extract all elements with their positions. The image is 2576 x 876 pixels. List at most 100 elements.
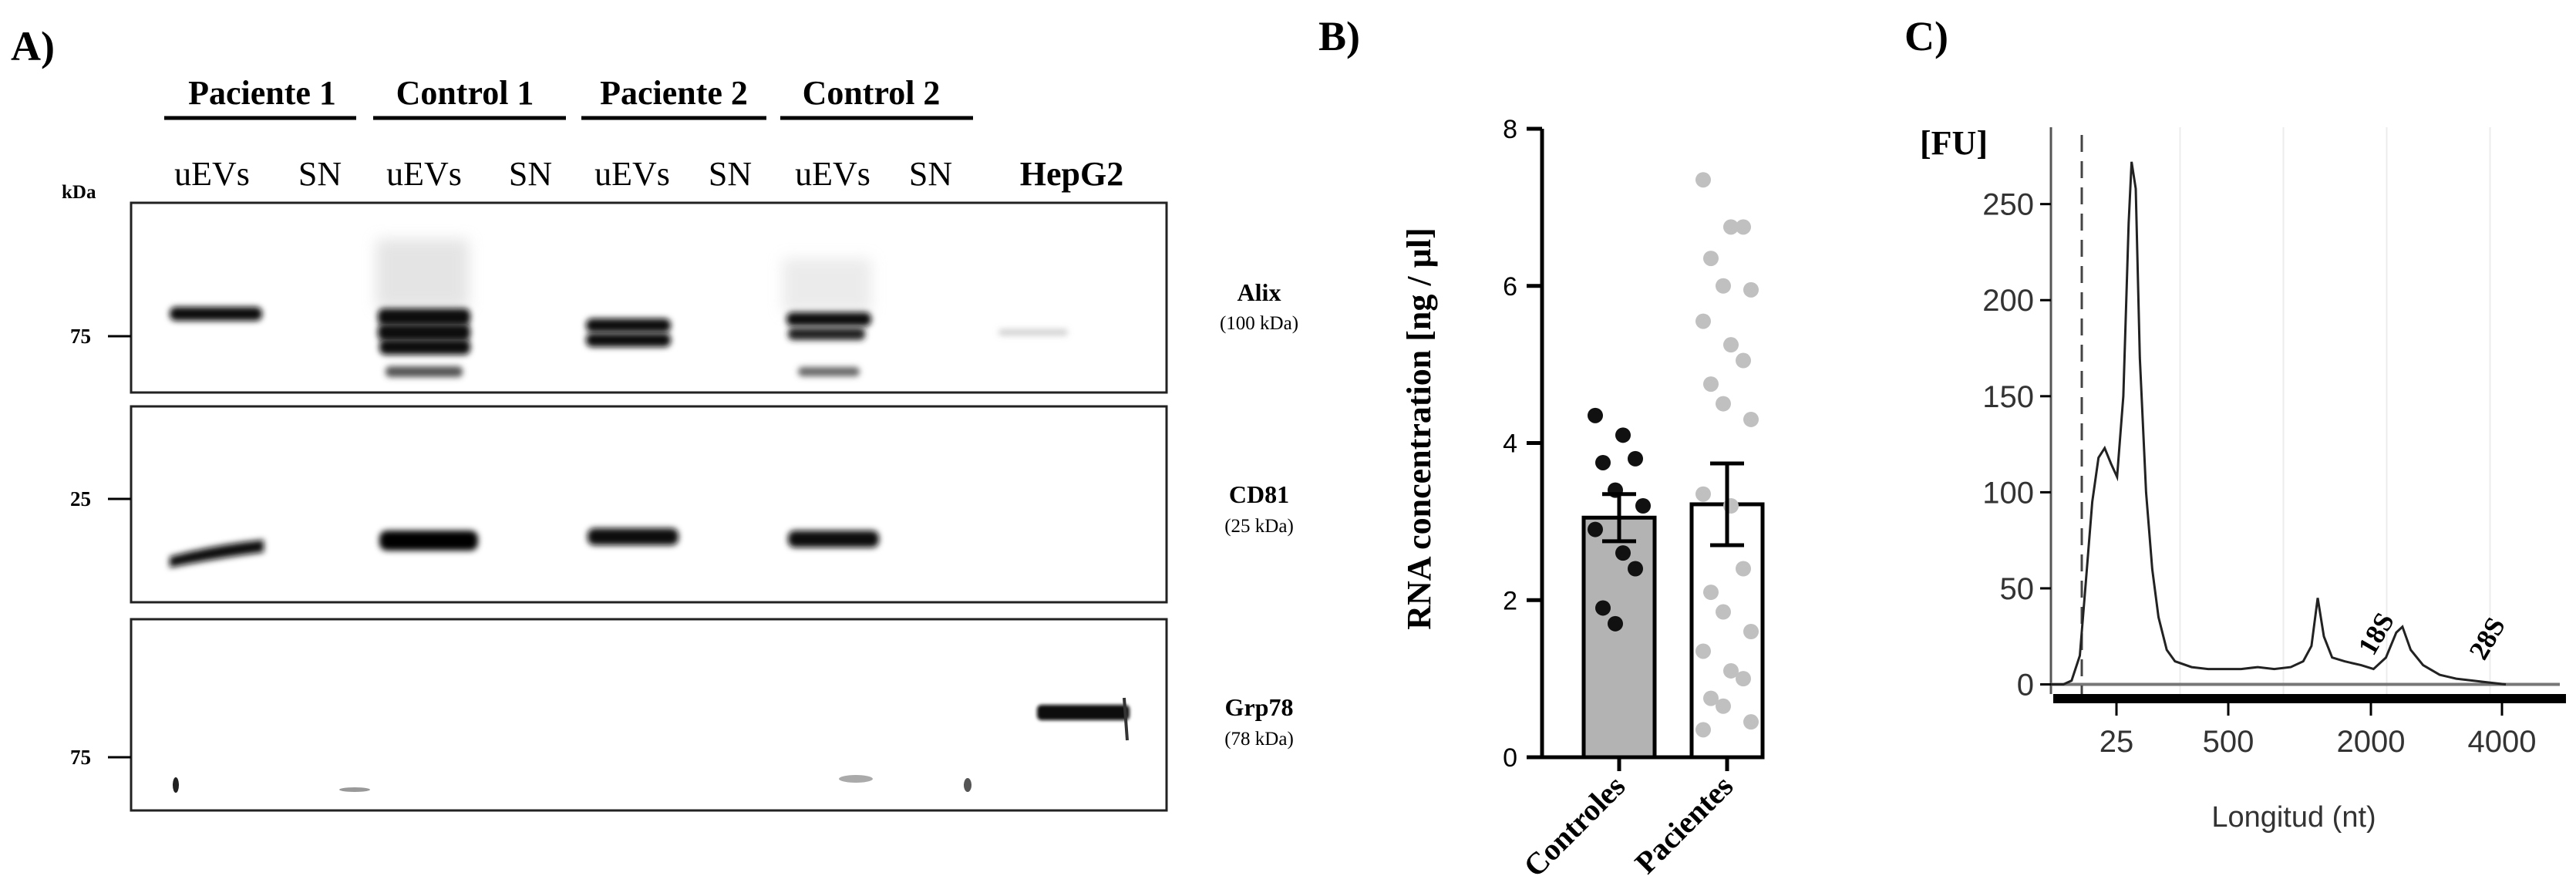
panel-c-label: C): [1904, 13, 1948, 59]
band: [786, 312, 871, 326]
data-point: [1695, 722, 1711, 738]
panel-c: C) [FU] 0 50 100 150 200 250 25 500 2000 4000 18S…: [1904, 13, 2566, 834]
y-tick-label: 250: [1982, 188, 2034, 222]
marker-label: 75: [70, 325, 91, 348]
data-point: [1743, 281, 1759, 298]
data-point: [1723, 219, 1739, 235]
y-axis-label: [FU]: [1920, 124, 1988, 162]
band: [378, 308, 470, 325]
data-points: [1588, 172, 1759, 738]
annotation-28s: 28S: [2463, 612, 2511, 665]
artifact: [964, 778, 971, 792]
x-tick-label: 2000: [2337, 725, 2406, 759]
y-tick-label: 6: [1503, 272, 1517, 302]
signal-line: [2051, 161, 2507, 686]
band: [998, 329, 1068, 335]
data-point: [1736, 561, 1751, 577]
data-point: [1743, 624, 1759, 639]
blot-cd81: 25 CD81 (25 kDa): [70, 405, 1294, 604]
data-point: [1716, 396, 1731, 412]
band: [1037, 705, 1130, 720]
error-bars: [1602, 461, 1744, 548]
data-point: [1695, 486, 1711, 502]
lane-label: SN: [509, 155, 552, 193]
band: [798, 367, 860, 376]
panel-b: B) RNA concentration [ng / µl] 0 2 4 6 8 Con…: [1318, 13, 1765, 876]
group-label: Paciente 1: [188, 74, 336, 112]
x-tick-label: Controles: [1517, 769, 1631, 876]
panel-b-label: B): [1318, 13, 1360, 59]
data-point: [1615, 427, 1631, 443]
data-point: [1716, 278, 1731, 294]
band: [788, 328, 865, 340]
lane-label: SN: [298, 155, 342, 193]
x-tick-label: 500: [2203, 725, 2254, 759]
y-tick-label: 0: [2017, 669, 2034, 702]
lane-label: uEVs: [174, 155, 250, 193]
blot-size-label: (25 kDa): [1224, 516, 1294, 537]
panel-a: A) kDa Paciente 1 Control 1 Paciente 2 C…: [11, 23, 1298, 812]
band: [586, 318, 671, 332]
annotation-18s: 18S: [2352, 607, 2400, 660]
lane-label: SN: [909, 155, 952, 193]
data-point: [1703, 585, 1719, 601]
group-headers: Paciente 1 Control 1 Paciente 2 Control …: [164, 74, 973, 120]
y-axis: 0 2 4 6 8: [1503, 115, 1712, 773]
data-point: [1716, 698, 1731, 714]
artifact: [1123, 697, 1129, 741]
band: [379, 531, 478, 551]
lane-label: uEVs: [386, 155, 462, 193]
data-point: [1703, 690, 1719, 706]
x-tick-label: Pacientes: [1628, 769, 1739, 876]
y-axis-label: RNA concentration [ng / µl]: [1400, 227, 1438, 630]
lane-labels: uEVs SN uEVs SN uEVs SN uEVs SN HepG2: [174, 155, 1123, 193]
data-point: [1595, 454, 1611, 470]
band: [386, 366, 463, 377]
grid: [2179, 127, 2491, 694]
blot-protein-label: Alix: [1237, 278, 1281, 306]
x-tick-label: 4000: [2468, 725, 2537, 759]
data-point: [1703, 251, 1719, 267]
y-tick-label: 50: [2000, 572, 2035, 606]
data-point: [1635, 498, 1651, 514]
annotations: 18S 28S: [2352, 607, 2511, 665]
group-label: Control 1: [396, 74, 534, 112]
y-tick-label: 8: [1503, 115, 1517, 144]
x-axis-label: Longitud (nt): [2211, 801, 2376, 834]
group-label: Control 2: [803, 74, 941, 112]
band: [788, 531, 879, 548]
y-tick-label: 0: [1503, 743, 1517, 773]
blot-protein-label: Grp78: [1225, 693, 1294, 721]
data-point: [1723, 662, 1739, 679]
lane-label: HepG2: [1020, 155, 1123, 193]
blot-frame: [130, 618, 1168, 812]
y-tick-label: 150: [1982, 380, 2034, 414]
blot-frame: [130, 405, 1168, 604]
axes: 0 50 100 150 200 250 25 500 2000 4000: [1982, 127, 2566, 759]
blot-protein-label: CD81: [1229, 480, 1289, 508]
y-tick-label: 4: [1503, 430, 1517, 459]
band: [379, 339, 470, 355]
artifact: [173, 777, 179, 793]
x-tick-label: 25: [2100, 725, 2134, 759]
smear: [376, 239, 469, 308]
band: [588, 528, 679, 545]
data-point: [1716, 604, 1731, 620]
data-point: [1628, 450, 1643, 467]
data-point: [1743, 714, 1759, 730]
electropherogram: [2051, 161, 2507, 686]
artifact: [339, 787, 370, 792]
marker-label: 75: [70, 746, 91, 769]
y-tick-label: 200: [1982, 284, 2034, 318]
y-tick-label: 2: [1503, 586, 1517, 615]
artifact: [839, 775, 873, 783]
blot-size-label: (100 kDa): [1220, 313, 1298, 334]
blot-alix: 75 Alix (100 kDa): [70, 201, 1298, 394]
data-point: [1628, 561, 1643, 577]
marker-label: 25: [70, 487, 91, 510]
band: [170, 540, 264, 568]
data-point: [1615, 545, 1631, 561]
band: [378, 324, 470, 341]
